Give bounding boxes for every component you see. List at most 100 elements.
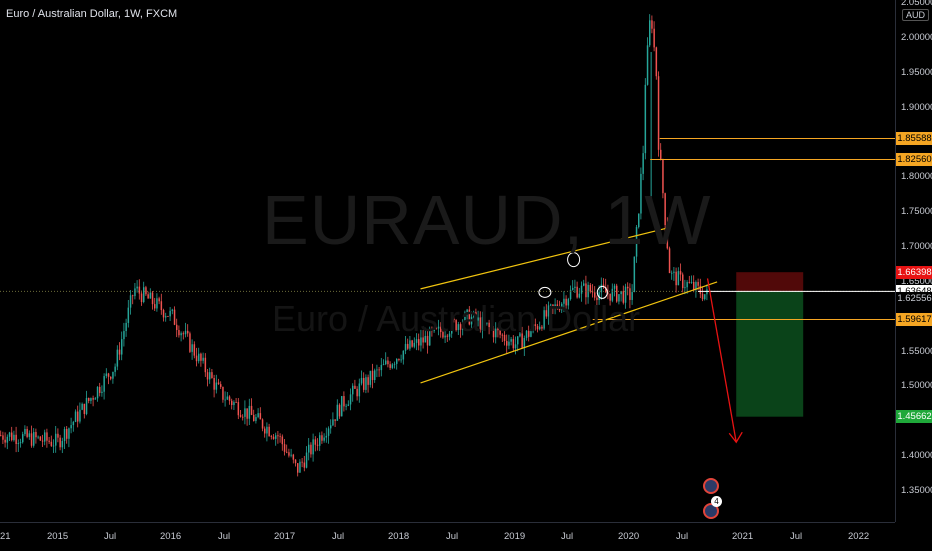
candle-body [475,312,477,321]
time-tick-label: Jul [676,531,689,542]
candle-body [154,304,156,309]
candle-body [145,287,147,295]
time-tick-label: 2021 [732,531,754,542]
candle-body [224,399,226,401]
event-count-badge: 4 [711,496,722,507]
candle-body [448,333,451,337]
candle-body [114,366,116,372]
candle-body [187,330,189,334]
time-tick-label: Jul [561,531,574,542]
candle-body [149,292,152,299]
candle-body [354,385,356,389]
candle-body [404,343,407,351]
candle-body [596,297,598,301]
candle-body [235,402,237,403]
candle-body [396,358,398,364]
candle-body [90,398,92,401]
candle-body [486,322,488,324]
candle-body [451,318,453,334]
candle-body [679,271,682,275]
candle-body [607,292,609,294]
candle-body [55,433,57,446]
candle-body [567,299,570,306]
candle-body [393,363,396,365]
candle-body [222,386,224,400]
candle-body [228,396,231,401]
candle-body [147,294,149,299]
candle-body [547,305,550,317]
candle-body [253,414,255,422]
candle-body [308,444,310,453]
candle-body [382,364,385,365]
candle-body [442,332,444,338]
candle-body [231,400,233,406]
candle-body [580,285,583,294]
take-profit-zone [736,291,804,417]
candle-body [277,435,279,437]
candle-body [167,316,169,317]
event-badge-icon[interactable] [703,478,719,494]
candle-body [44,432,46,442]
candle-body [622,291,625,303]
candle-body [385,360,387,365]
candle-body [101,391,103,393]
pivot-marker [596,285,608,299]
candle-body [673,271,675,273]
candle-body [156,298,158,309]
candle-body [294,459,297,464]
candle-body [169,310,171,317]
candle-body [266,426,268,434]
candle-body [110,376,112,379]
candle-body [492,328,495,338]
candle-body [233,402,235,406]
candle-body [651,20,653,29]
candle-body [457,324,460,331]
candle-body [640,173,642,214]
candle-body [490,327,493,329]
candle-body [675,271,677,286]
candle-body [635,227,638,257]
candle-body [701,293,704,300]
candle-body [473,312,475,317]
price-tag-label: 1.66398 [896,265,932,279]
candle-body [332,419,334,426]
candle-body [134,288,136,297]
candle-body [552,304,554,307]
price-axis[interactable]: 2.050002.000001.950001.900001.850001.800… [895,0,932,522]
candle-body [112,371,114,379]
candle-body [682,274,684,289]
candle-body [506,341,508,346]
time-tick-label: Jul [218,531,231,542]
candle-body [96,386,99,399]
candle-body [257,413,259,418]
candle-body [521,333,523,349]
pivot-marker [538,286,552,298]
candle-body [574,286,576,288]
candle-body [349,394,352,405]
candle-body [356,388,358,397]
candle-body [239,415,242,417]
candle-body [627,286,629,289]
time-tick-label: 2015 [47,531,69,542]
candle-body [624,286,627,303]
candle-body [312,439,314,455]
candle-body [30,433,33,446]
candle-body [695,282,697,290]
candle-body [129,295,132,308]
candle-body [495,328,497,338]
candle-body [484,317,486,323]
time-tick-label: 2019 [504,531,526,542]
candle-body [437,326,440,329]
candle-body [88,397,90,401]
candle-body [411,340,413,347]
candle-body [616,285,618,302]
candle-body [79,409,81,422]
candle-body [391,364,394,368]
time-tick-label: 2017 [274,531,296,542]
candle-body [402,350,405,360]
candle-body [178,329,180,336]
time-axis[interactable]: 21 2015 Jul 2016 Jul 2017 Jul 2018 Jul 2019 Jul 202… [0,522,895,551]
candle-body [74,411,77,422]
